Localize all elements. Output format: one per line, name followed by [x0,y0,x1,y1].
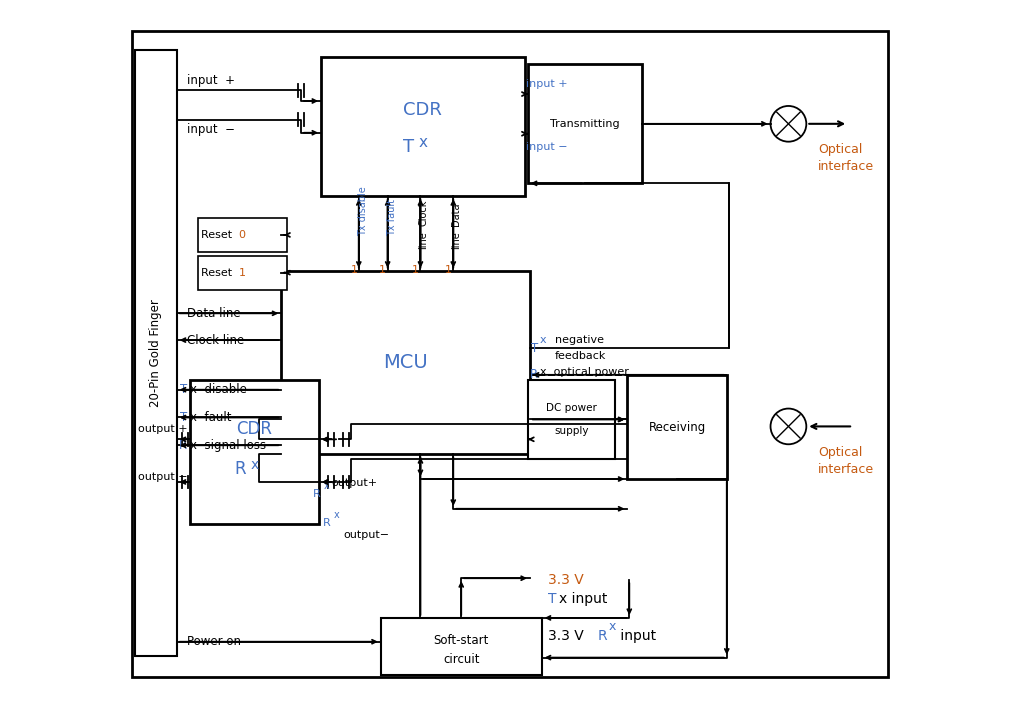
Text: output−: output− [343,530,389,539]
Bar [282,271,530,454]
Text: Tx fault: Tx fault [386,199,397,236]
Text: Data: Data [451,202,461,226]
Text: x  disable: x disable [190,383,246,396]
Text: x: x [540,335,547,345]
Text: Clock line: Clock line [187,334,244,346]
Text: interface: interface [818,160,875,173]
Text: 1: 1 [445,264,452,275]
Text: feedback: feedback [555,351,606,361]
Text: line: line [419,231,429,249]
Text: DC power: DC power [546,402,597,413]
Text: output −: output − [138,472,188,482]
Text: Reset: Reset [201,230,235,240]
Text: line: line [451,231,461,249]
Text: negative: negative [555,335,603,345]
Text: x input: x input [559,592,607,606]
Text: 1: 1 [412,264,419,275]
Bar [380,618,542,675]
Text: supply: supply [554,426,589,436]
Text: R: R [597,629,607,643]
Text: T: T [404,138,415,156]
Text: R: R [313,489,321,499]
Text: CDR: CDR [403,101,442,119]
Text: T: T [180,411,187,424]
Bar [132,30,888,677]
Text: Power on: Power on [187,635,241,648]
Text: T: T [548,592,556,606]
Text: Optical: Optical [818,445,863,459]
Bar [190,380,319,524]
Text: Data line: Data line [187,307,240,320]
Text: input  +: input + [187,74,235,87]
Text: CDR: CDR [236,421,272,438]
Text: input: input [616,629,657,643]
Text: output +: output + [138,424,188,434]
Text: x: x [419,134,428,150]
Text: 1: 1 [238,268,245,278]
Text: R: R [323,518,331,527]
Text: output+: output+ [331,478,377,488]
Text: R: R [530,368,538,381]
Text: 3.3 V: 3.3 V [548,573,583,588]
Text: interface: interface [818,462,875,476]
Text: input −: input − [526,141,567,151]
Text: x: x [608,620,615,633]
Text: Optical: Optical [818,143,863,156]
Bar [321,57,525,197]
Text: Clock: Clock [419,199,429,226]
Text: T: T [180,383,187,396]
Text: input  −: input − [187,123,235,136]
Text: 20-Pin Gold Finger: 20-Pin Gold Finger [149,299,162,407]
Text: 1: 1 [350,264,357,275]
Text: R: R [179,439,187,452]
Text: input +: input + [526,79,567,89]
Text: R: R [235,460,246,478]
Bar [198,256,288,289]
Text: x: x [250,458,258,472]
Text: x  signal loss: x signal loss [190,439,265,452]
Text: T: T [531,341,538,354]
Text: Transmitting: Transmitting [550,119,620,129]
Bar [198,218,288,252]
Bar [135,50,177,655]
Bar [528,380,615,459]
Text: Soft-start: Soft-start [434,634,489,647]
Text: x  optical power: x optical power [540,367,629,377]
Text: 3.3 V: 3.3 V [548,629,588,643]
Bar [528,64,643,183]
Text: 1: 1 [379,264,386,275]
Text: MCU: MCU [383,354,428,373]
Text: x  fault: x fault [190,411,231,424]
Text: Tx disable: Tx disable [358,186,368,236]
Text: Receiving: Receiving [649,421,705,434]
Text: Reset: Reset [201,268,235,278]
Text: circuit: circuit [443,653,479,666]
Text: x: x [324,481,330,491]
Text: 0: 0 [238,230,245,240]
Text: x: x [334,510,340,520]
Bar [628,375,726,479]
